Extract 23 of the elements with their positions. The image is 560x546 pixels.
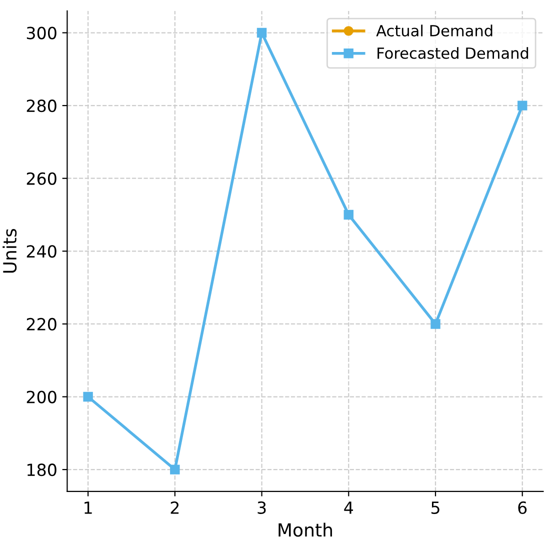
y-tick-label: 200 (26, 390, 56, 404)
x-tick-label: 5 (431, 502, 440, 514)
x-tick-label: 6 (518, 501, 527, 514)
point (256, 28, 267, 38)
x-axis-title: Month (278, 522, 332, 537)
y-tick-label: 240 (26, 245, 56, 258)
point (83, 392, 93, 402)
point (517, 100, 528, 110)
point (430, 319, 440, 329)
y-tick-label: 220 (26, 318, 56, 331)
y-axis-title: Units (2, 228, 17, 273)
x-tick-label: 4 (344, 502, 353, 514)
legend-label: Forecasted Demand (378, 47, 528, 59)
y-tick-label: 180 (27, 464, 56, 476)
x-tick-label: 1 (84, 502, 92, 514)
y-tick-label: 260 (26, 172, 56, 185)
point (170, 464, 180, 474)
y-tick-label: 280 (26, 100, 56, 112)
x-tick-label: 3 (258, 501, 266, 514)
x-tick-label: 2 (170, 501, 179, 514)
point (344, 210, 354, 220)
legend-label: Actual Demand (376, 24, 492, 36)
y-tick-label: 300 (26, 26, 56, 40)
